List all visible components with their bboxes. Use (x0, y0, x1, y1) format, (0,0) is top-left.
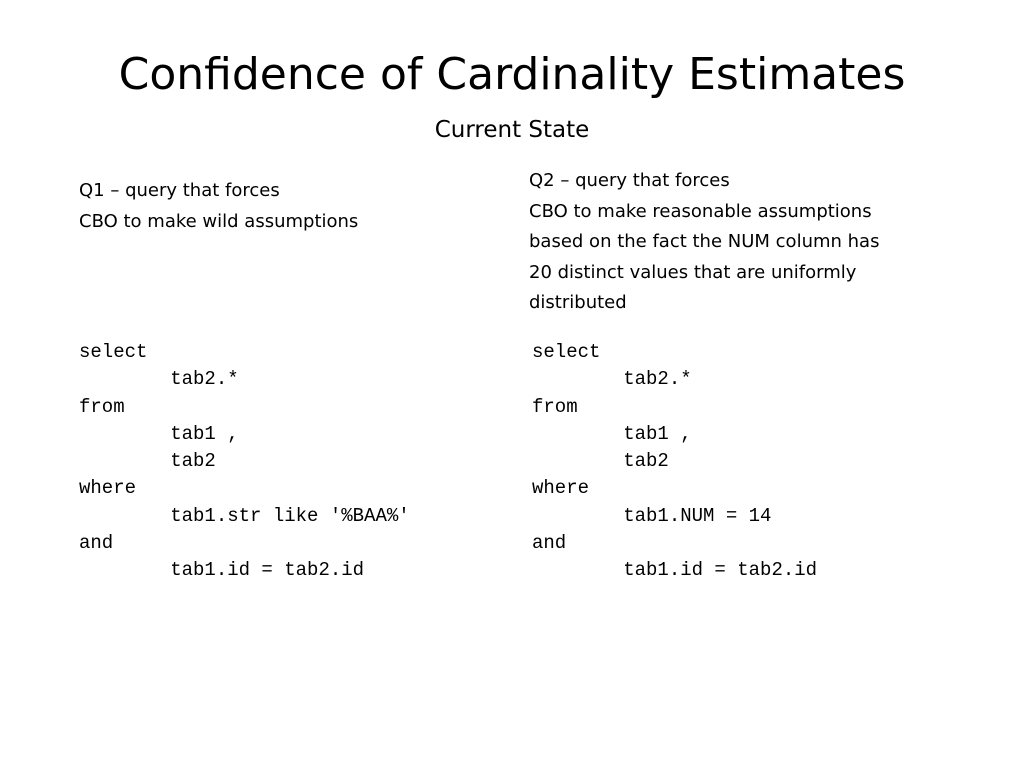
code-line: tab1.id = tab2.id (532, 559, 818, 582)
code-line: from (532, 395, 578, 418)
code-line: tab2.* (79, 368, 239, 391)
q1-sql-code: select tab2.* from tab1 , tab2 where tab1.… (79, 339, 410, 585)
code-line: where (79, 477, 137, 500)
code-line: where (532, 477, 590, 500)
code-line: tab1.str like '%BAA%' (79, 504, 410, 527)
code-line: tab1 , (532, 422, 692, 445)
slide-subtitle: Current State (434, 117, 590, 143)
code-line: and (532, 532, 567, 555)
q2-sql-code: select tab2.* from tab1 , tab2 where tab1.… (532, 339, 817, 585)
code-line: tab2.* (532, 368, 692, 391)
code-line: tab2 (79, 450, 216, 473)
q1-description: Q1 – query that forces CBO to make wild … (79, 180, 359, 232)
code-line: select (79, 341, 148, 363)
q2-description: Q2 – query that forces CBO to make reaso… (529, 170, 880, 313)
code-line: and (79, 532, 114, 555)
slide-title: Confidence of Cardinality Estimates (118, 49, 906, 100)
code-line: from (79, 395, 125, 418)
code-line: tab2 (532, 450, 669, 473)
code-line: tab1 , (79, 422, 239, 445)
code-line: tab1.NUM = 14 (532, 504, 772, 527)
code-line: tab1.id = tab2.id (79, 559, 365, 582)
code-line: select (532, 341, 601, 363)
